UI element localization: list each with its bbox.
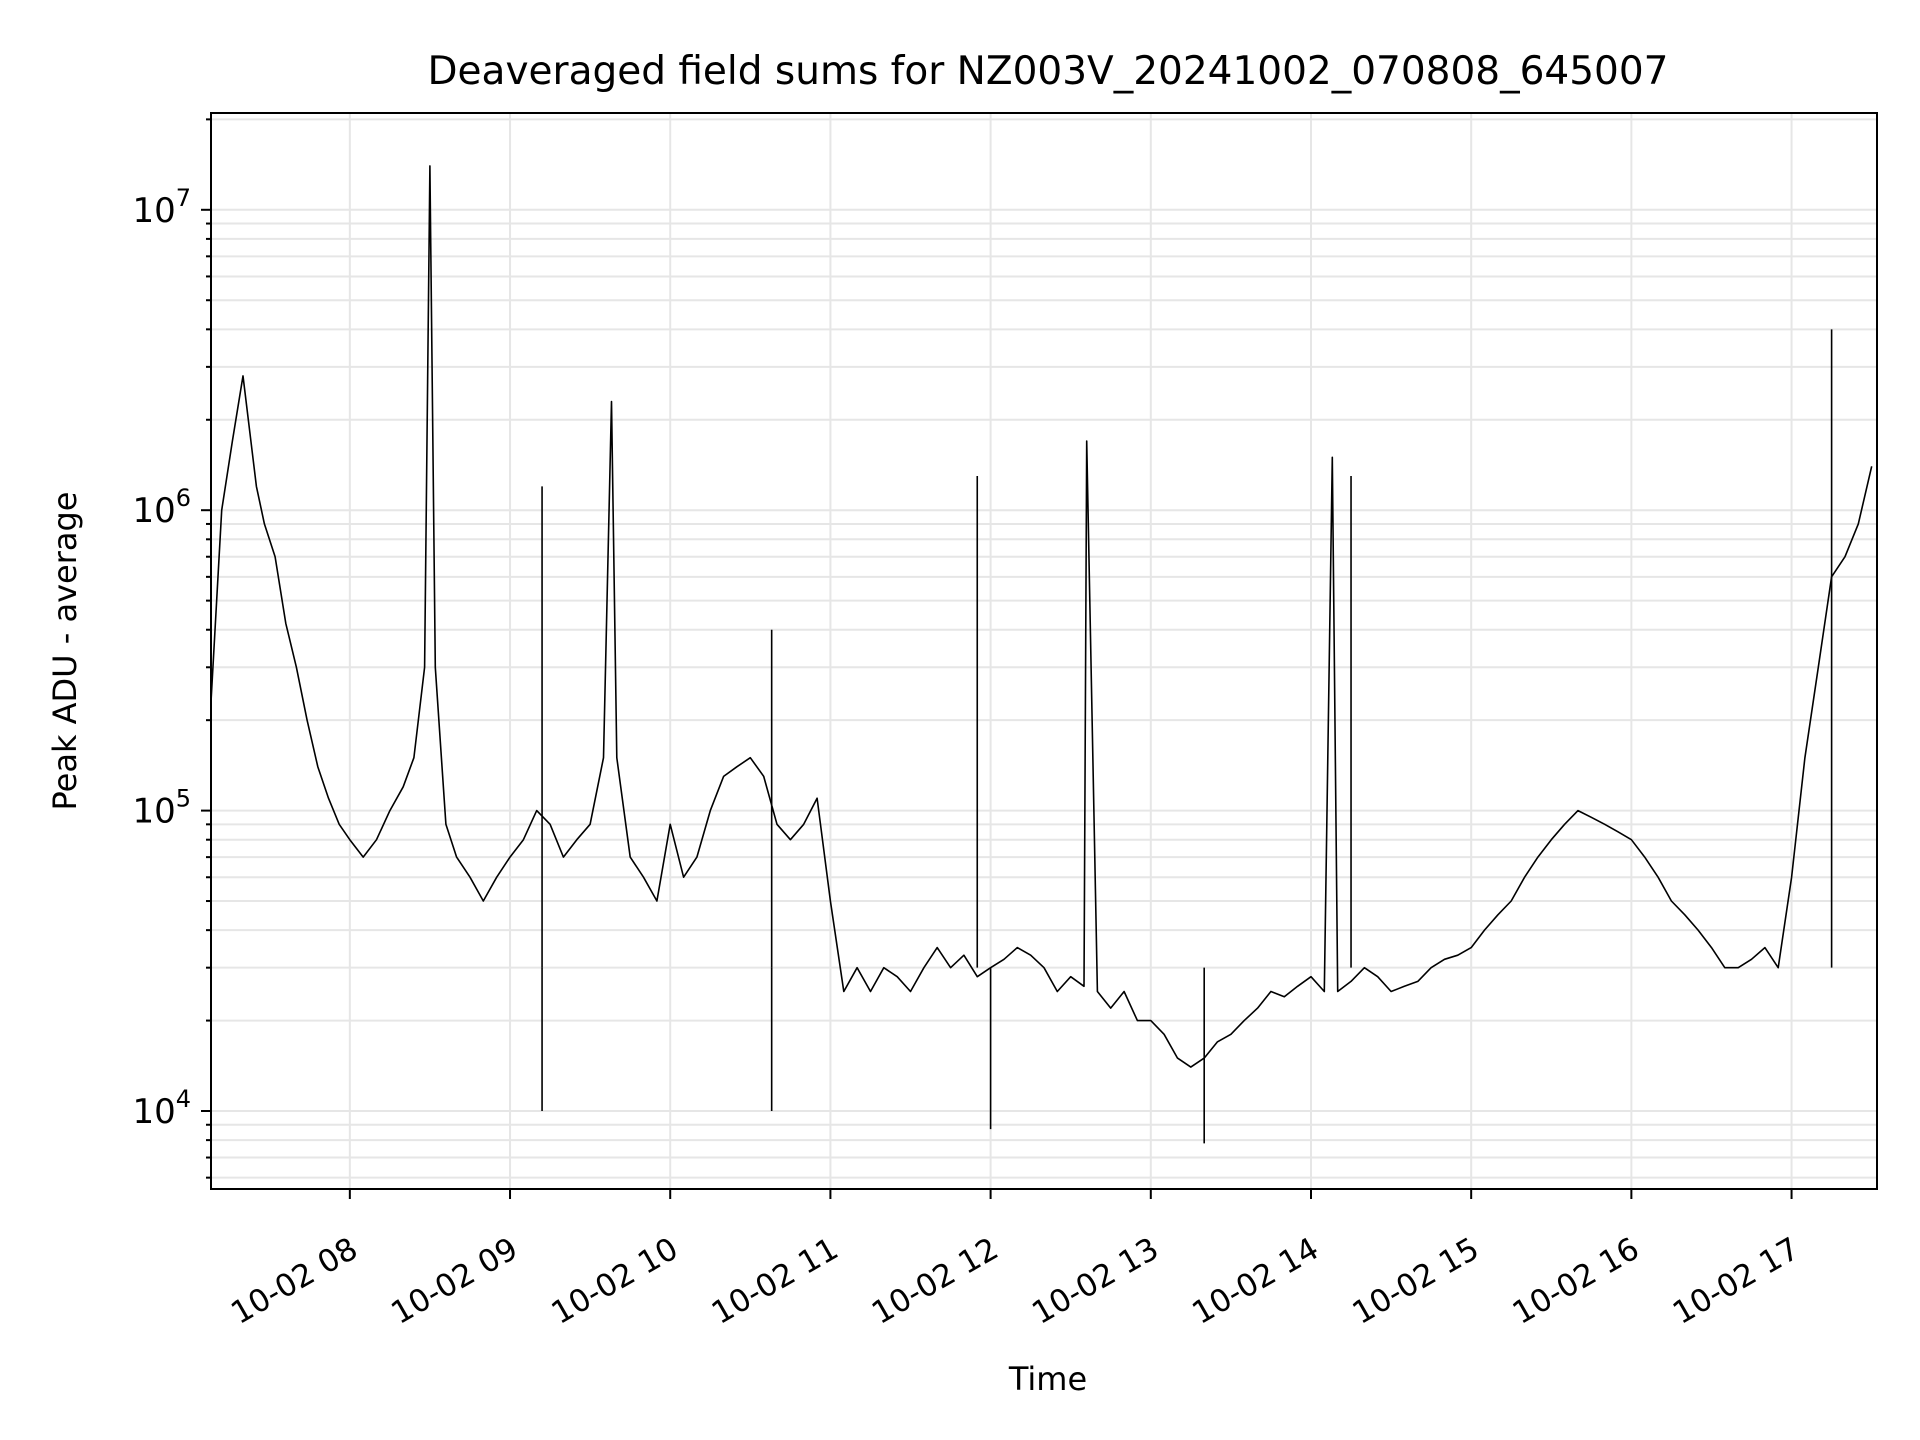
y-tick-label: 105 <box>132 785 191 832</box>
x-axis-label: Time <box>1008 1360 1087 1398</box>
series-line <box>210 165 1873 1068</box>
grid <box>211 113 1877 1189</box>
y-tick-label: 107 <box>132 184 191 231</box>
y-axis-label: Peak ADU - average <box>46 492 84 811</box>
plot-frame <box>210 112 1878 1190</box>
y-tick-label: 104 <box>132 1085 191 1132</box>
data-series <box>210 165 1873 1144</box>
y-tick-label: 106 <box>132 484 191 531</box>
chart-title: Deaveraged field sums for NZ003V_2024100… <box>428 49 1669 94</box>
